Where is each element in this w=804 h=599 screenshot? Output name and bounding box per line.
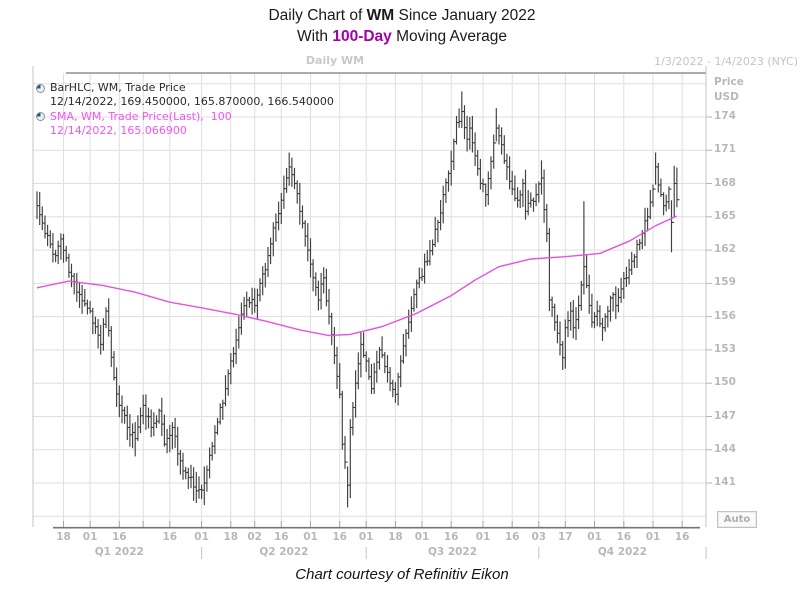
- price-tick-label: 156: [714, 309, 736, 322]
- price-tick-label: 147: [714, 409, 736, 422]
- date-tick-label: 18: [388, 531, 403, 543]
- quarter-circle-series-icon[interactable]: [36, 83, 45, 93]
- date-tick-label: 16: [111, 531, 127, 543]
- legend-series-label[interactable]: BarHLC, WM, Trade Price: [36, 81, 334, 95]
- page-title-line-1: Daily Chart of WM Since January 2022: [0, 7, 804, 25]
- quarter-label: Q2 2022: [259, 546, 309, 558]
- page-title-line-2: With 100-Day Moving Average: [0, 28, 804, 46]
- date-tick-label: 16: [504, 531, 520, 543]
- price-tick-label: 153: [714, 342, 736, 355]
- date-tick-label: 01: [303, 531, 318, 543]
- title2-prefix: With: [297, 28, 333, 45]
- date-tick-label: 01: [475, 531, 491, 543]
- auto-scale-button[interactable]: Auto: [717, 511, 757, 528]
- sma-100-line[interactable]: [36, 215, 678, 337]
- price-tick-label: 144: [714, 442, 736, 455]
- price-tick-label: 171: [714, 143, 736, 156]
- quarter-label: Q4 2022: [597, 546, 647, 558]
- price-tick-label: 141: [714, 476, 736, 488]
- date-tick-label: 18: [223, 531, 239, 543]
- chart-subtitle: Daily WM: [305, 54, 365, 67]
- date-tick-label: 01: [82, 531, 98, 543]
- quarter-label: Q3 2022: [427, 546, 478, 558]
- date-tick-label: 02: [247, 531, 262, 543]
- price-axis-title: Price: [714, 76, 744, 88]
- price-tick-label: 168: [714, 176, 736, 189]
- title-prefix: Daily Chart of: [268, 7, 367, 24]
- price-tick-label: 150: [714, 376, 736, 389]
- date-tick-label: 16: [443, 531, 459, 543]
- title2-suffix: Moving Average: [391, 28, 507, 45]
- legend-series-values: 12/14/2022, 169.450000, 165.870000, 166.…: [50, 95, 334, 109]
- date-tick-label: 01: [587, 531, 602, 543]
- title-symbol: WM: [366, 7, 395, 24]
- series-legend: BarHLC, WM, Trade Price 12/14/2022, 169.4…: [36, 81, 334, 139]
- date-tick-label: 01: [645, 531, 661, 543]
- price-hlc-bars-series[interactable]: [36, 91, 680, 508]
- quarter-circle-series-icon[interactable]: [36, 112, 45, 122]
- date-tick-label: 16: [674, 531, 690, 543]
- legend-series-values: 12/14/2022, 165.066900: [50, 124, 187, 138]
- date-tick-label: 16: [332, 531, 347, 543]
- price-axis-unit: USD: [714, 91, 739, 103]
- price-tick-label: 162: [714, 243, 736, 256]
- date-range-label: 1/3/2022 - 1/4/2023 (NYC): [654, 55, 798, 68]
- chart-caption: Chart courtesy of Refinitiv Eikon: [295, 566, 509, 583]
- date-tick-label: 17: [557, 531, 573, 543]
- date-tick-label: 16: [273, 531, 289, 543]
- date-tick-label: 03: [531, 531, 547, 543]
- date-tick-label: 01: [194, 531, 209, 543]
- date-tick-label: 01: [414, 531, 430, 543]
- quarter-label: Q1 2022: [94, 546, 144, 558]
- date-tick-label: 01: [358, 531, 374, 543]
- date-tick-label: 18: [56, 531, 71, 543]
- date-tick-label: 16: [162, 531, 178, 543]
- price-tick-label: 165: [714, 209, 736, 222]
- title2-ma-highlight: 100-Day: [332, 28, 392, 45]
- date-tick-label: 16: [616, 531, 632, 543]
- legend-series-label[interactable]: SMA, WM, Trade Price(Last), 100: [36, 110, 334, 124]
- price-tick-label: 159: [714, 276, 736, 289]
- title-suffix: Since January 2022: [394, 7, 536, 24]
- price-tick-label: 174: [714, 110, 736, 122]
